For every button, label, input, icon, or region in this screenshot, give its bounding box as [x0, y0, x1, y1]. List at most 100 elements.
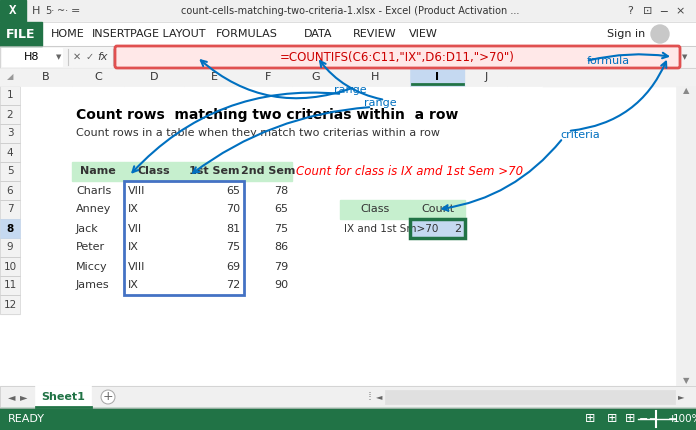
Bar — [72, 105, 124, 124]
Text: 79: 79 — [274, 261, 288, 271]
Text: ~·: ~· — [58, 6, 69, 16]
Bar — [0, 143, 20, 162]
Bar — [292, 181, 340, 200]
Bar — [0, 238, 20, 257]
Bar — [124, 68, 184, 86]
Bar — [340, 162, 410, 181]
Bar — [20, 276, 72, 295]
Bar — [72, 143, 124, 162]
Text: INSERT: INSERT — [93, 29, 132, 39]
Text: VIEW: VIEW — [409, 29, 438, 39]
Bar — [184, 143, 244, 162]
Text: 9: 9 — [7, 243, 13, 252]
Bar — [465, 105, 507, 124]
Bar — [124, 105, 184, 124]
Bar — [340, 200, 410, 219]
Bar — [465, 200, 507, 219]
Bar — [507, 257, 542, 276]
Text: FILE: FILE — [6, 28, 35, 40]
Bar — [0, 386, 696, 408]
Text: Count: Count — [421, 205, 454, 215]
Bar — [465, 276, 507, 295]
Text: criteria: criteria — [560, 130, 600, 140]
Text: FORMULAS: FORMULAS — [216, 29, 278, 39]
Text: REVIEW: REVIEW — [353, 29, 397, 39]
Text: B: B — [42, 72, 50, 82]
Text: 78: 78 — [274, 185, 288, 196]
Text: IX and 1st Sm>70: IX and 1st Sm>70 — [344, 224, 438, 233]
Bar — [0, 295, 20, 314]
Text: ▼: ▼ — [683, 377, 689, 386]
Bar — [244, 86, 292, 105]
Bar — [184, 86, 244, 105]
Text: −: − — [640, 414, 649, 424]
Bar — [72, 295, 124, 314]
Bar — [292, 238, 340, 257]
Text: 8: 8 — [7, 224, 13, 233]
Bar — [72, 181, 124, 200]
Bar — [124, 257, 184, 276]
Bar — [184, 105, 244, 124]
Bar — [0, 162, 20, 181]
Bar — [292, 124, 340, 143]
Text: 1st Sem: 1st Sem — [189, 166, 239, 176]
Text: ◢: ◢ — [7, 73, 13, 82]
Bar — [0, 181, 20, 200]
Text: 12: 12 — [3, 300, 17, 310]
Bar — [184, 257, 244, 276]
Bar — [2, 48, 62, 66]
Bar — [292, 276, 340, 295]
Bar — [410, 200, 465, 219]
Bar — [507, 68, 542, 86]
Bar — [244, 162, 292, 181]
Bar — [340, 219, 410, 238]
Text: IX: IX — [128, 280, 139, 291]
Text: Charls: Charls — [76, 185, 111, 196]
Text: ⁞: ⁞ — [368, 390, 372, 403]
Text: 11: 11 — [3, 280, 17, 291]
Bar — [465, 238, 507, 257]
Bar — [465, 295, 507, 314]
Bar — [244, 124, 292, 143]
Bar — [20, 295, 72, 314]
Bar — [0, 257, 20, 276]
Text: C: C — [94, 72, 102, 82]
Bar — [0, 219, 20, 238]
Bar — [72, 162, 124, 181]
Bar — [410, 219, 465, 238]
Text: =COUNTIFS(C6:C11,"IX",D6:D11,">70"): =COUNTIFS(C6:C11,"IX",D6:D11,">70") — [280, 50, 515, 64]
Bar — [20, 257, 72, 276]
Text: Count rows in a table when they match two criterias within a row: Count rows in a table when they match tw… — [76, 129, 440, 138]
Bar — [20, 219, 72, 238]
Text: Name: Name — [80, 166, 116, 176]
Bar — [340, 295, 410, 314]
Bar — [507, 162, 542, 181]
Bar — [0, 295, 20, 314]
Bar — [410, 200, 465, 219]
Text: ▼: ▼ — [682, 54, 688, 60]
Text: Class: Class — [361, 205, 390, 215]
Text: ◄: ◄ — [376, 393, 382, 402]
Text: ⊞: ⊞ — [585, 412, 595, 426]
Text: ✓: ✓ — [86, 52, 94, 62]
Bar — [20, 124, 72, 143]
Bar — [0, 22, 696, 46]
Bar — [410, 238, 465, 257]
Bar — [410, 86, 465, 105]
Bar — [410, 162, 465, 181]
Bar — [124, 162, 184, 181]
Text: 1: 1 — [7, 90, 13, 101]
Bar — [0, 200, 20, 219]
Text: DATA: DATA — [303, 29, 332, 39]
Bar — [340, 143, 410, 162]
Bar — [385, 390, 675, 404]
Text: ►: ► — [20, 392, 28, 402]
Text: 5: 5 — [7, 166, 13, 176]
Text: 69: 69 — [226, 261, 240, 271]
Bar — [72, 68, 124, 86]
Bar — [20, 143, 72, 162]
Bar — [465, 219, 507, 238]
Bar — [20, 200, 72, 219]
Text: 4: 4 — [7, 147, 13, 157]
Bar — [0, 124, 20, 143]
